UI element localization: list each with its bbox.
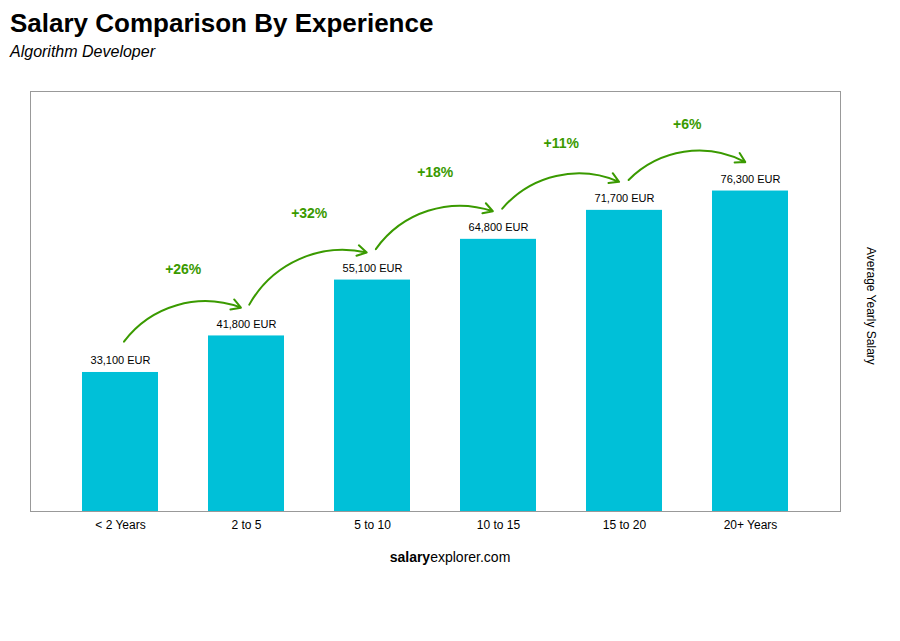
svg-text:76,300 EUR: 76,300 EUR: [721, 173, 781, 185]
html-text:Average Yearly Salary: Average Yearly Salary: [864, 247, 878, 365]
svg-text:71,700 EUR: 71,700 EUR: [595, 192, 655, 204]
svg-text:+32%: +32%: [291, 205, 328, 221]
svg-text:15 to 20: 15 to 20: [603, 518, 647, 532]
svg-text:64,800 EUR: 64,800 EUR: [469, 221, 529, 233]
svg-text:< 2 Years: < 2 Years: [95, 518, 145, 532]
svg-text:+6%: +6%: [673, 116, 702, 132]
svg-text:+26%: +26%: [165, 261, 202, 277]
html-text:Salary Comparison By Experienc: Salary Comparison By Experience: [10, 8, 434, 38]
svg-text:5 to 10: 5 to 10: [354, 518, 391, 532]
svg-text:10 to 15: 10 to 15: [477, 518, 521, 532]
svg-text:20+ Years: 20+ Years: [724, 518, 778, 532]
svg-text:+18%: +18%: [417, 164, 454, 180]
svg-text:41,800 EUR: 41,800 EUR: [217, 318, 277, 330]
svg-text:33,100 EUR: 33,100 EUR: [91, 354, 151, 366]
html-text:salary explorer.com: salary explorer.com: [389, 549, 511, 565]
html-text:Algorithm Developer: Algorithm Developer: [10, 43, 155, 60]
svg-text:2 to 5: 2 to 5: [231, 518, 261, 532]
svg-text:+11%: +11%: [544, 135, 580, 151]
svg-text:55,100 EUR: 55,100 EUR: [343, 262, 403, 274]
